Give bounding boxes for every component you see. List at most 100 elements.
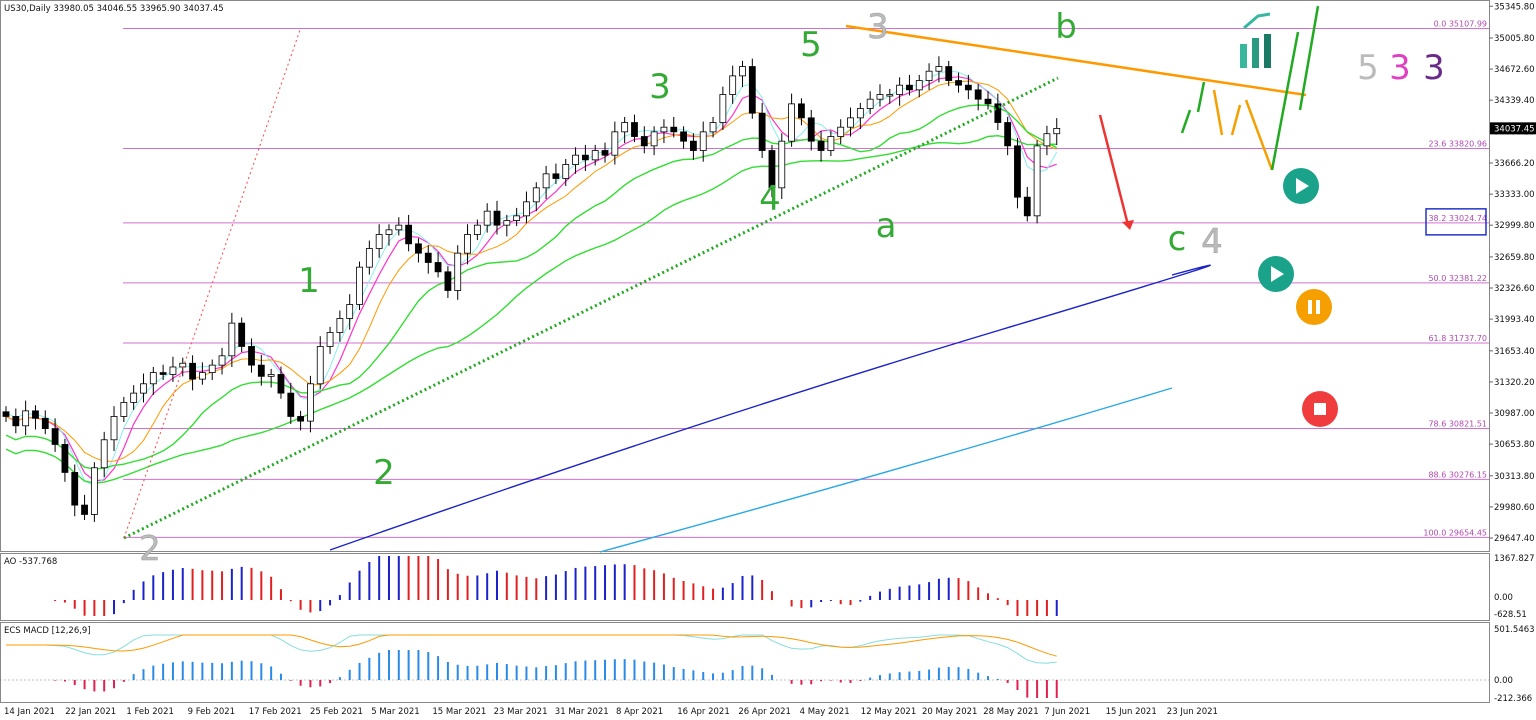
candle-body — [316, 346, 324, 385]
wave-label: 4 — [1201, 222, 1223, 262]
ma-magenta — [5, 76, 1057, 482]
date-label: 31 Mar 2021 — [555, 707, 609, 717]
candle-body — [120, 402, 128, 417]
date-label: 26 Apr 2021 — [738, 707, 791, 717]
play-icon — [1283, 168, 1319, 204]
candle-body — [287, 392, 295, 417]
price-tick-label: 33333.00 — [1494, 190, 1535, 200]
macd-signal — [6, 634, 1057, 657]
candle-body — [876, 94, 884, 100]
date-label: 12 May 2021 — [861, 707, 916, 717]
trendline-support — [123, 76, 1059, 540]
price-tick-label: 30313.80 — [1494, 472, 1535, 482]
signal-icons — [1258, 168, 1338, 427]
date-label: 15 Jun 2021 — [1106, 707, 1157, 717]
candle-body — [71, 472, 79, 506]
current-price-tag — [1490, 122, 1536, 135]
candle-body — [552, 173, 560, 179]
candle-body — [336, 318, 344, 333]
pause-icon-bg — [1296, 289, 1332, 325]
candle-body — [257, 364, 265, 377]
candle-body — [925, 70, 933, 81]
date-label: 14 Jan 2021 — [4, 707, 55, 717]
wave-label: 3 — [867, 7, 889, 47]
ma-green-fast — [5, 104, 1058, 470]
date-label: 23 Mar 2021 — [494, 707, 548, 717]
stop-icon — [1302, 391, 1338, 427]
candle-body — [424, 252, 432, 263]
candle-body — [827, 136, 835, 151]
ma-200-blue — [329, 264, 1211, 551]
candle-body — [680, 131, 687, 142]
candle-body — [581, 154, 589, 161]
main-pane-frame — [0, 0, 1490, 552]
candle-body — [326, 332, 334, 347]
wave-label: b — [1055, 7, 1077, 47]
legend-wave-label: 3 — [1389, 48, 1411, 88]
ao-tick-label: -628.51 — [1494, 610, 1527, 620]
date-label: 8 Apr 2021 — [616, 707, 663, 717]
candle-body — [729, 75, 737, 95]
candle-body — [346, 304, 354, 319]
ao-title: AO -537.768 — [4, 557, 57, 567]
candle-body — [513, 215, 521, 221]
stop-glyph — [1314, 403, 1326, 415]
arrow-green-3 — [1270, 31, 1300, 171]
candle-body — [837, 126, 845, 137]
candle-body — [807, 117, 815, 142]
candle-body — [758, 112, 766, 151]
wave-label: 2 — [373, 453, 395, 493]
date-label: 28 May 2021 — [983, 707, 1038, 717]
candle-body — [41, 417, 49, 429]
candle-body — [611, 131, 619, 156]
candle-body — [640, 136, 648, 147]
price-tick-label: 29647.40 — [1494, 534, 1535, 544]
arrow-green-4 — [1298, 5, 1320, 111]
pause-glyph-r — [1316, 300, 1320, 314]
date-label: 25 Feb 2021 — [310, 707, 363, 717]
fib-label: 50.0 32381.22 — [1428, 274, 1487, 283]
ao-tick-label: 0.00 — [1494, 593, 1513, 603]
current-price-label: 34037.45 — [1494, 124, 1535, 134]
candle-body — [798, 103, 805, 119]
wave-label: a — [876, 206, 897, 246]
candle-body — [189, 362, 196, 380]
candle-body — [788, 103, 795, 142]
wave-label: c — [1168, 219, 1187, 259]
date-axis: 14 Jan 2021 22 Jan 2021 1 Feb 2021 9 Feb 20… — [4, 707, 1218, 717]
macd-tick-label: -212.366 — [1494, 694, 1532, 704]
bars-icon-3 — [1264, 34, 1271, 68]
fib-382-highlight — [1425, 208, 1487, 236]
fib-label: 78.6 30821.51 — [1428, 419, 1487, 428]
price-tick-label: 34672.60 — [1494, 65, 1535, 75]
legend-wave-label: 3 — [1423, 48, 1445, 88]
candle-body — [493, 210, 501, 226]
date-label: 16 Apr 2021 — [677, 707, 730, 717]
candle-body — [297, 416, 305, 422]
candle-body — [238, 322, 246, 347]
candle-body — [650, 131, 658, 147]
candle-body — [218, 355, 226, 366]
candle-body — [464, 234, 471, 254]
candle-body — [277, 374, 285, 394]
ao-histogram: 1367.827 0.00 -628.51 — [54, 554, 1535, 620]
candle-body — [100, 439, 108, 469]
candle-body — [356, 266, 363, 305]
candle-body — [90, 467, 98, 515]
price-tick-label: 32999.80 — [1494, 221, 1535, 231]
candle-body — [81, 504, 88, 515]
macd-pane-frame — [0, 622, 1490, 703]
candle-body — [631, 122, 638, 137]
price-tick-label: 35345.80 — [1494, 2, 1535, 12]
candle-body — [405, 224, 413, 245]
candle-body — [473, 224, 481, 235]
candle-body — [61, 444, 69, 473]
candle-body — [22, 410, 30, 427]
wave-label: 5 — [800, 25, 822, 65]
arrow-red-head — [1122, 220, 1134, 230]
candles — [2, 56, 1061, 522]
candle-body — [415, 243, 422, 254]
date-label: 4 May 2021 — [800, 707, 850, 717]
candle-body — [444, 271, 452, 291]
candle-body — [886, 94, 894, 97]
